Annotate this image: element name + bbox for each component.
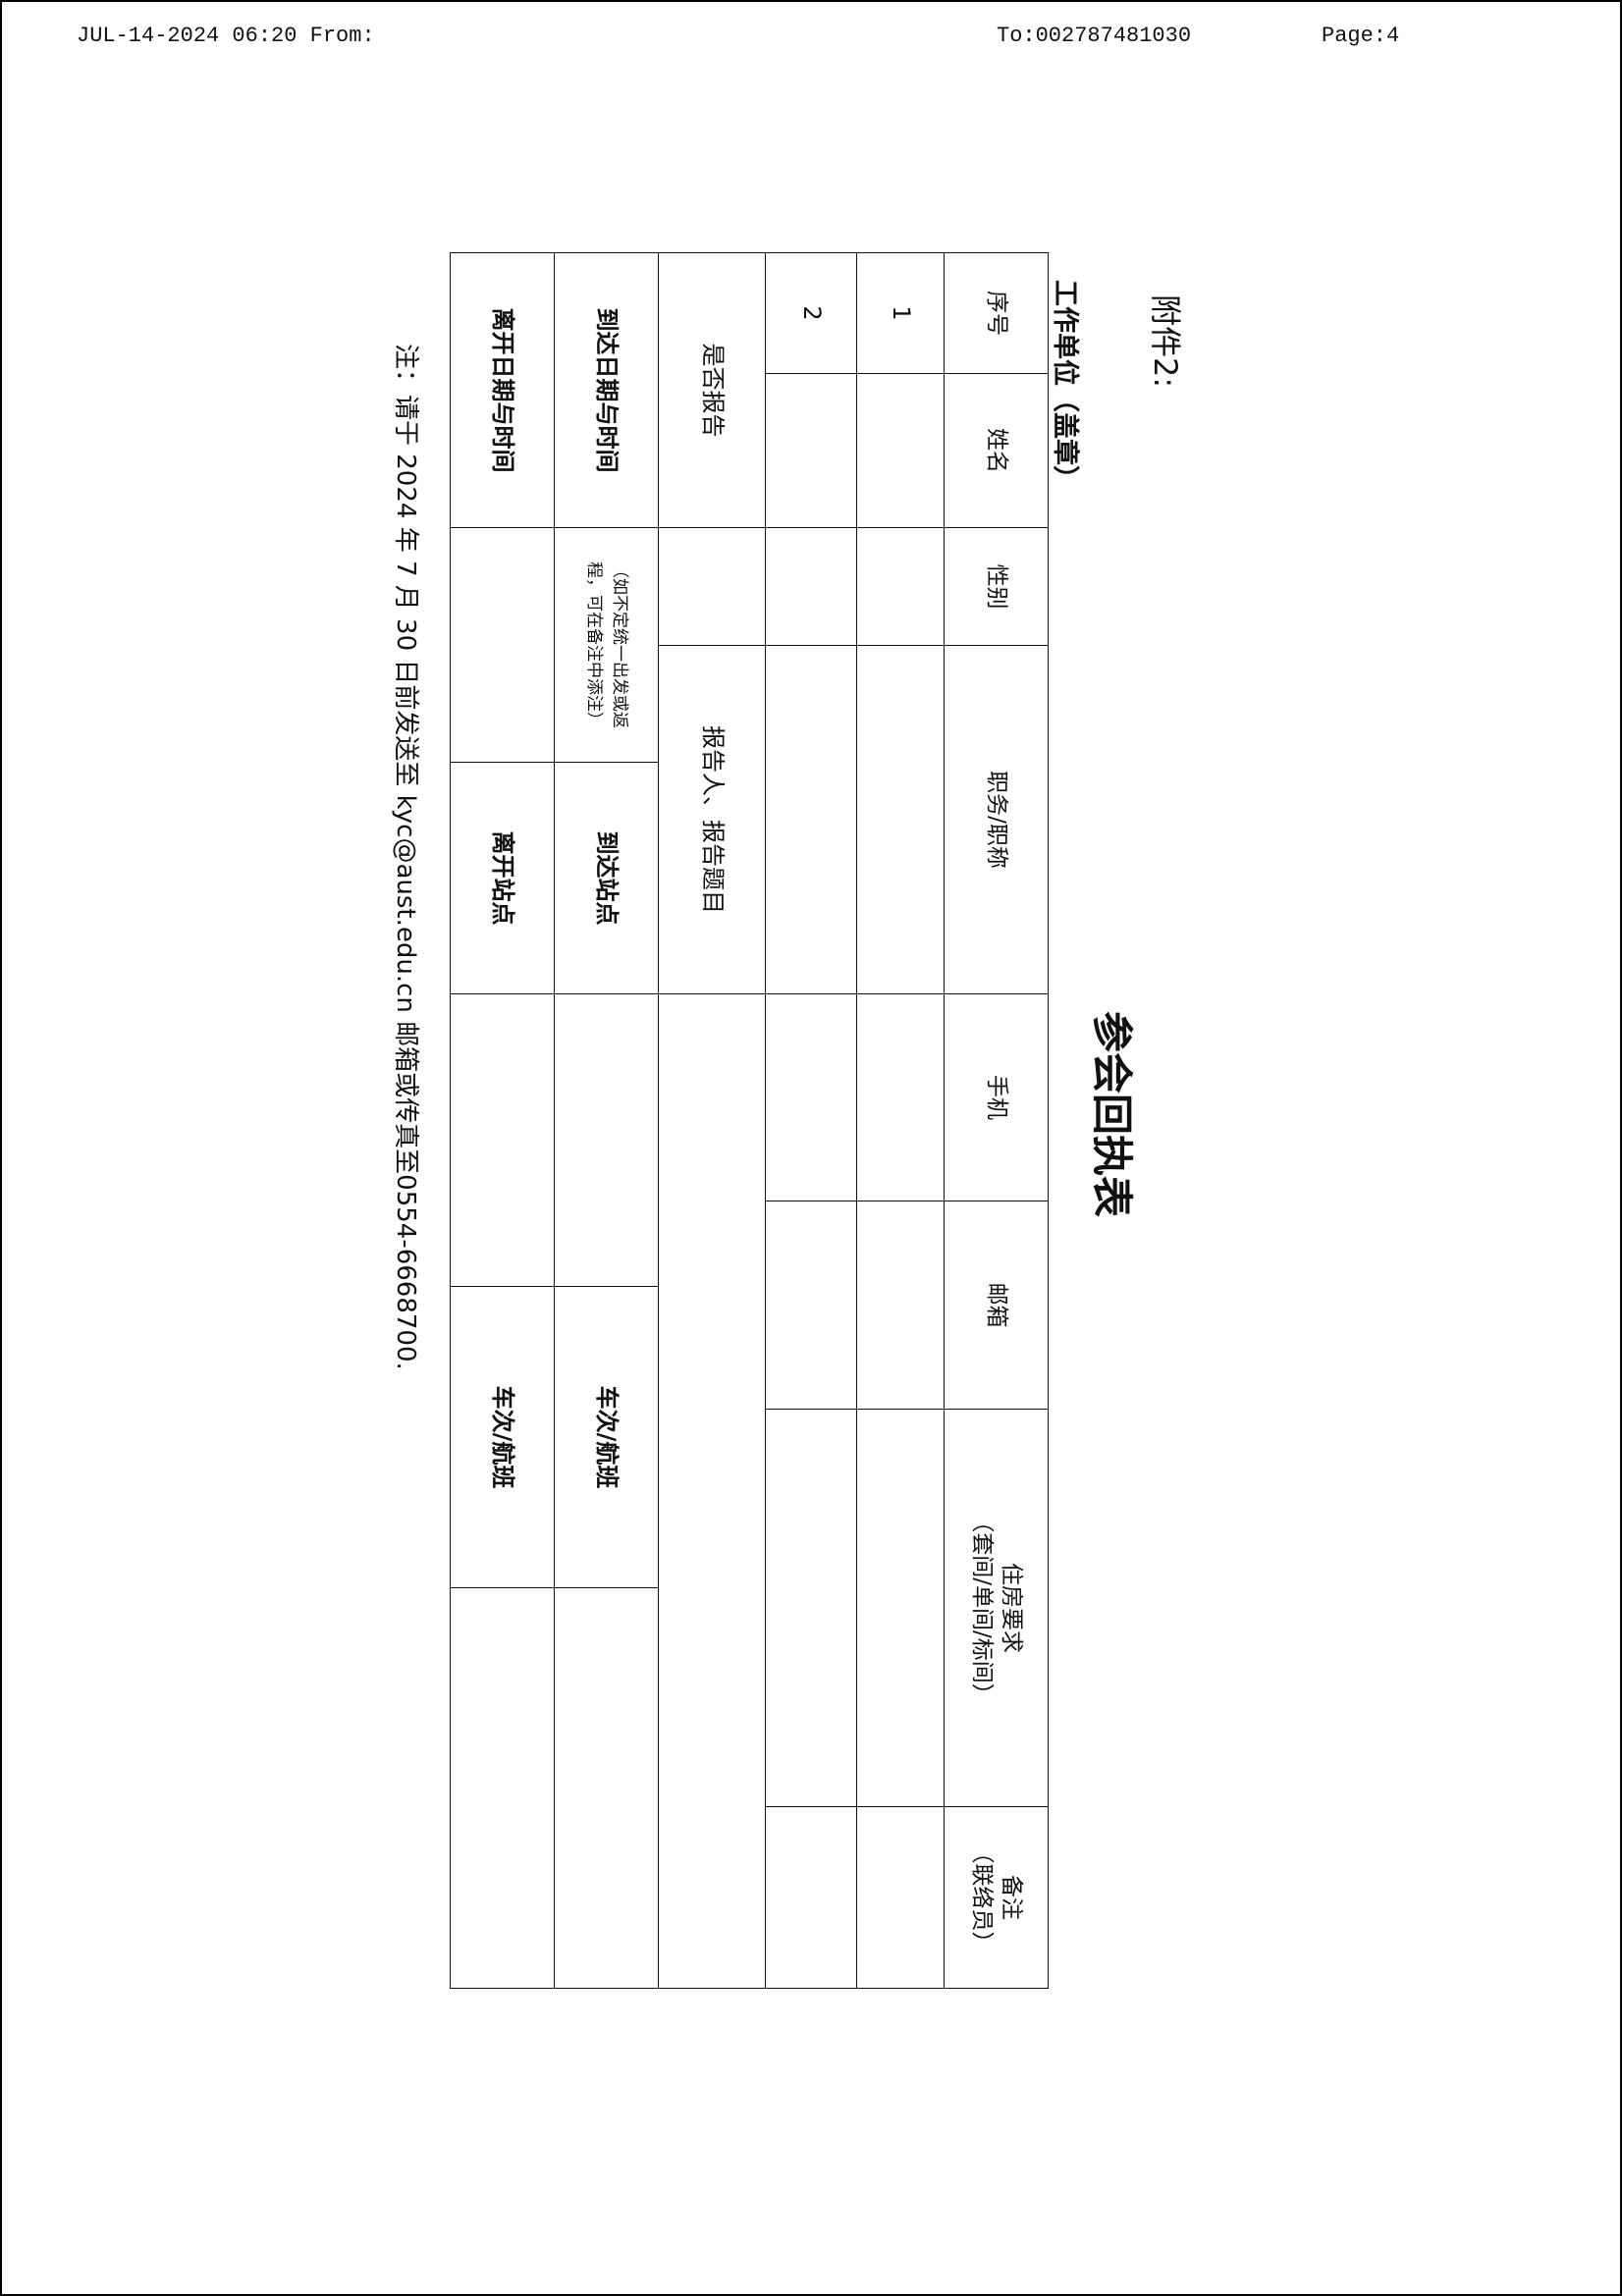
speaker-label: 报告人、报告题目: [658, 645, 766, 994]
document-title: 参会回执表: [1088, 1011, 1136, 1218]
header-email: 邮箱: [944, 1201, 1049, 1410]
header-accommodation: 住房要求 （套间/单间/标间）: [944, 1409, 1049, 1807]
row-number: 1: [856, 252, 945, 374]
departure-datetime-label: 离开日期与时间: [450, 252, 555, 528]
participant-field[interactable]: [856, 645, 945, 994]
participant-field[interactable]: [765, 645, 857, 994]
departure-train-flight-field[interactable]: [450, 1587, 555, 1989]
work-unit-label: 工作单位（盖章）: [1050, 280, 1080, 492]
arrival-train-flight-field[interactable]: [554, 1587, 659, 1989]
participant-field[interactable]: [856, 1409, 945, 1807]
header-name: 姓名: [944, 373, 1049, 528]
departure-station-field[interactable]: [450, 993, 555, 1287]
header-remarks: 备注 （联络员）: [944, 1806, 1049, 1989]
arrival-datetime-label: 到达日期与时间: [554, 252, 659, 528]
departure-station-label: 离开站点: [450, 762, 555, 994]
footnote: 注：请于 2024 年 7 月 30 日前发送至 kyc@aust.edu.cn…: [391, 344, 420, 1370]
participant-field[interactable]: [765, 1201, 857, 1410]
participant-field[interactable]: [765, 993, 857, 1201]
row-number: 2: [765, 252, 857, 374]
speaker-field[interactable]: [658, 993, 766, 1989]
participant-field[interactable]: [765, 1409, 857, 1807]
fax-to-number: To:002787481030: [997, 24, 1192, 48]
participant-field[interactable]: [856, 1201, 945, 1410]
header-position: 职务/职称: [944, 645, 1049, 994]
departure-train-flight-label: 车次/航班: [450, 1286, 555, 1588]
arrival-train-flight-label: 车次/航班: [554, 1286, 659, 1588]
participant-field[interactable]: [765, 1806, 857, 1989]
participant-field[interactable]: [856, 527, 945, 646]
report-label: 是否报告: [658, 252, 766, 528]
participant-field[interactable]: [765, 373, 857, 528]
header-no: 序号: [944, 252, 1049, 374]
report-answer-field[interactable]: [658, 527, 766, 646]
header-mobile: 手机: [944, 993, 1049, 1201]
participant-field[interactable]: [856, 993, 945, 1201]
participant-field[interactable]: [765, 527, 857, 646]
participant-field[interactable]: [856, 1806, 945, 1989]
header-gender: 性别: [944, 527, 1049, 646]
arrival-note: （如不定统一出发或返 程，可在备注中添注）: [554, 527, 659, 763]
participant-field[interactable]: [856, 373, 945, 528]
departure-datetime-field[interactable]: [450, 527, 555, 763]
arrival-station-field[interactable]: [554, 993, 659, 1287]
arrival-station-label: 到达站点: [554, 762, 659, 994]
fax-page-number: Page:4: [1322, 24, 1400, 48]
fax-datetime-from: JUL-14-2024 06:20 From:: [77, 24, 375, 48]
attachment-label: 附件2:: [1147, 294, 1184, 389]
